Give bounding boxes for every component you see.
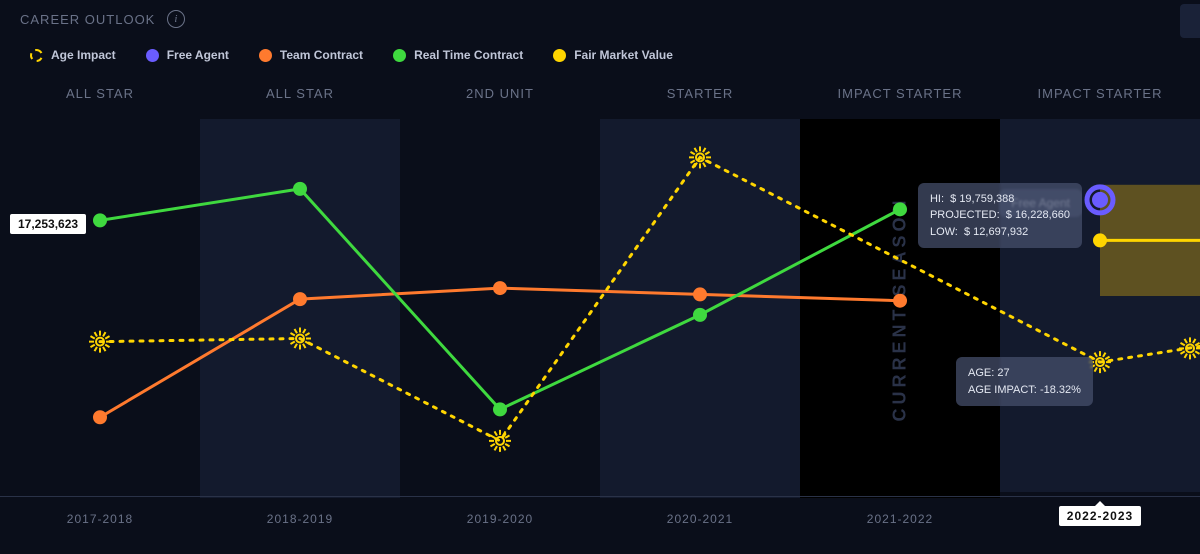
current-season-label: CURRENT SEASON (890, 196, 911, 421)
free-agent-marker-icon (146, 49, 159, 62)
season-label[interactable]: 2022-2023 (1000, 492, 1200, 536)
role-label: IMPACT STARTER (1000, 76, 1200, 119)
info-icon[interactable]: i (167, 10, 185, 28)
role-label: 2ND UNIT (400, 76, 600, 119)
column-body (600, 119, 800, 498)
column-body: CURRENT SEASON (800, 119, 1000, 498)
legend-team-contract[interactable]: Team Contract (259, 48, 363, 62)
team-contract-marker-icon (259, 49, 272, 62)
season-column[interactable]: STARTER 2020-2021 (600, 76, 800, 536)
column-body (400, 119, 600, 498)
season-label[interactable]: 2019-2020 (400, 498, 600, 536)
role-label: ALL STAR (200, 76, 400, 119)
fair-market-marker-icon (553, 49, 566, 62)
season-label[interactable]: 2018-2019 (200, 498, 400, 536)
season-label[interactable]: 2021-2022 (800, 498, 1000, 536)
chart-legend: Age Impact Free Agent Team Contract Real… (0, 38, 1200, 76)
season-column[interactable]: IMPACT STARTER 2022-2023 (1000, 76, 1200, 536)
real-time-marker-icon (393, 49, 406, 62)
age-impact-marker-icon (30, 49, 43, 62)
season-label[interactable]: 2017-2018 (0, 498, 200, 536)
season-column[interactable]: IMPACT STARTER CURRENT SEASON 2021-2022 (800, 76, 1000, 536)
column-body (0, 119, 200, 498)
season-column[interactable]: ALL STAR 2017-2018 (0, 76, 200, 536)
panel-header: CAREER OUTLOOK i (0, 0, 1200, 38)
career-outlook-chart[interactable]: ALL STAR2017-2018ALL STAR2018-20192ND UN… (0, 76, 1200, 536)
column-body (200, 119, 400, 498)
collapse-button[interactable] (1180, 4, 1200, 38)
season-label[interactable]: 2020-2021 (600, 498, 800, 536)
role-label: ALL STAR (0, 76, 200, 119)
season-column[interactable]: 2ND UNIT 2019-2020 (400, 76, 600, 536)
column-body (1000, 119, 1200, 492)
panel-title: CAREER OUTLOOK (20, 12, 155, 27)
legend-fair-market-value[interactable]: Fair Market Value (553, 48, 673, 62)
legend-real-time-contract[interactable]: Real Time Contract (393, 48, 523, 62)
role-label: STARTER (600, 76, 800, 119)
legend-free-agent[interactable]: Free Agent (146, 48, 229, 62)
role-label: IMPACT STARTER (800, 76, 1000, 119)
season-column[interactable]: ALL STAR 2018-2019 (200, 76, 400, 536)
legend-age-impact[interactable]: Age Impact (30, 48, 116, 62)
